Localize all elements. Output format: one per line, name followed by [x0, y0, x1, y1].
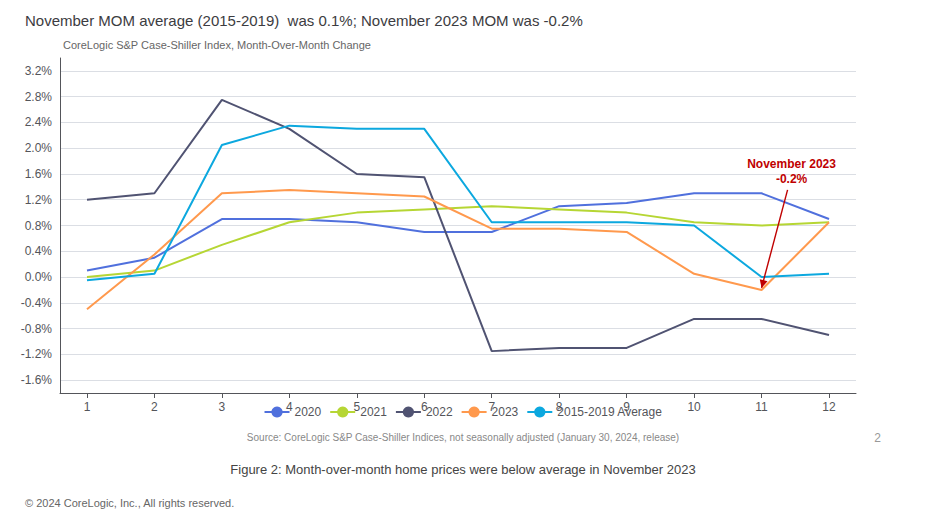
svg-text:2020: 2020 [295, 405, 322, 419]
svg-text:2021: 2021 [360, 405, 387, 419]
svg-text:2: 2 [151, 400, 158, 414]
svg-text:-0.2%: -0.2% [776, 172, 808, 186]
svg-text:11: 11 [755, 400, 768, 414]
svg-text:2023: 2023 [492, 405, 519, 419]
svg-text:1.2%: 1.2% [25, 193, 53, 207]
svg-text:12: 12 [822, 400, 836, 414]
svg-text:2.4%: 2.4% [25, 115, 53, 129]
svg-text:-1.6%: -1.6% [21, 373, 53, 387]
svg-text:2022: 2022 [426, 405, 453, 419]
svg-text:-0.4%: -0.4% [21, 296, 53, 310]
svg-text:1.6%: 1.6% [25, 167, 53, 181]
svg-text:November MOM average (2015-201: November MOM average (2015-2019) was 0.1… [25, 12, 583, 29]
svg-text:November 2023: November 2023 [747, 157, 836, 171]
svg-text:-1.2%: -1.2% [21, 347, 53, 361]
svg-text:3: 3 [219, 400, 226, 414]
svg-text:0.4%: 0.4% [25, 244, 53, 258]
svg-text:2015-2019 Average: 2015-2019 Average [557, 405, 662, 419]
svg-text:2: 2 [874, 431, 881, 445]
svg-text:10: 10 [687, 400, 701, 414]
svg-text:5: 5 [353, 400, 361, 414]
svg-text:2.8%: 2.8% [25, 90, 53, 104]
svg-text:1: 1 [84, 400, 91, 414]
svg-text:6: 6 [420, 400, 428, 414]
svg-text:0.8%: 0.8% [25, 219, 53, 233]
svg-text:Figure 2: Month-over-month hom: Figure 2: Month-over-month home prices w… [230, 462, 695, 477]
svg-text:2.0%: 2.0% [25, 141, 53, 155]
svg-text:4: 4 [286, 400, 293, 414]
svg-text:© 2024 CoreLogic, Inc., All ri: © 2024 CoreLogic, Inc., All rights reser… [25, 497, 234, 509]
svg-text:0.0%: 0.0% [25, 270, 53, 284]
svg-text:3.2%: 3.2% [25, 64, 53, 78]
svg-text:-0.8%: -0.8% [21, 322, 53, 336]
svg-text:Source: CoreLogic S&P Case-Shi: Source: CoreLogic S&P Case-Shiller Indic… [247, 432, 679, 443]
svg-text:CoreLogic S&P Case-Shiller Ind: CoreLogic S&P Case-Shiller Index, Month-… [63, 39, 371, 51]
